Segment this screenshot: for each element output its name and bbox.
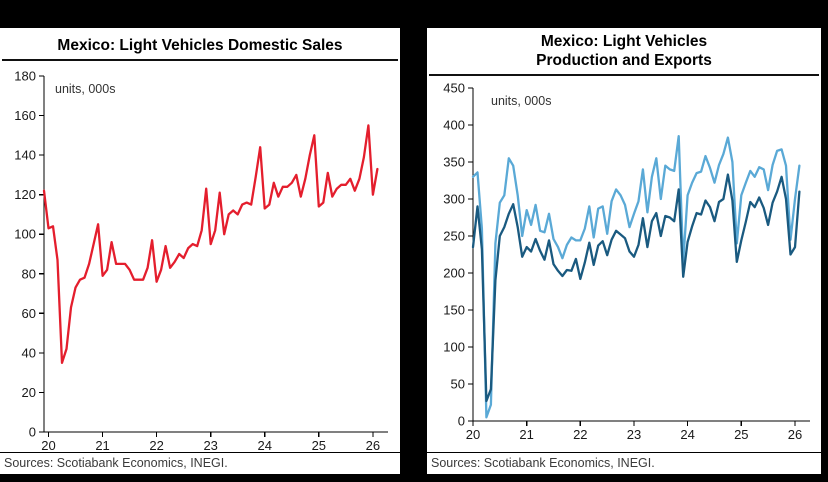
source-credit: Sources: Scotiabank Economics, INEGI. (431, 456, 655, 470)
svg-text:160: 160 (14, 108, 36, 123)
title-rule (2, 59, 398, 61)
production-exports-title-line1: Mexico: Light Vehicles (540, 33, 708, 50)
production-exports-title: Mexico: Light Vehicles Production and Ex… (427, 32, 821, 70)
svg-text:400: 400 (443, 118, 465, 133)
svg-text:25: 25 (734, 427, 748, 442)
svg-text:22: 22 (573, 427, 587, 442)
svg-text:150: 150 (443, 303, 465, 318)
domestic-sales-chart: 0 20 40 60 80 100 120 140 160 180 20 21 22 23 24 25 26 (14, 69, 388, 453)
svg-text:200: 200 (443, 266, 465, 281)
svg-text:20: 20 (466, 427, 480, 442)
svg-text:80: 80 (22, 266, 36, 281)
svg-text:23: 23 (627, 427, 641, 442)
svg-text:25: 25 (312, 438, 326, 453)
units-annotation: units, 000s (491, 94, 552, 108)
svg-text:23: 23 (203, 438, 217, 453)
svg-text:21: 21 (95, 438, 109, 453)
svg-text:450: 450 (443, 81, 465, 96)
svg-text:0: 0 (458, 414, 465, 429)
svg-text:100: 100 (443, 340, 465, 355)
source-rule (427, 451, 821, 453)
svg-text:350: 350 (443, 155, 465, 170)
title-rule (429, 74, 819, 76)
svg-text:300: 300 (443, 192, 465, 207)
svg-text:0: 0 (29, 425, 36, 440)
svg-text:21: 21 (519, 427, 533, 442)
production-exports-chart: 0 50 100 150 200 250 300 350 400 450 20 21 22 23 24 25 2… (443, 81, 810, 442)
svg-text:24: 24 (258, 438, 272, 453)
svg-text:26: 26 (788, 427, 802, 442)
domestic-sales-title-line: Mexico: Light Vehicles Domestic Sales (57, 37, 343, 54)
production-exports-panel: Mexico: Light Vehicles Production and Ex… (427, 28, 821, 474)
units-annotation: units, 000s (55, 82, 116, 96)
svg-text:100: 100 (14, 227, 36, 242)
svg-text:22: 22 (149, 438, 163, 453)
svg-text:140: 140 (14, 148, 36, 163)
svg-text:250: 250 (443, 229, 465, 244)
domestic-sales-title: Mexico: Light Vehicles Domestic Sales (0, 36, 400, 55)
svg-text:60: 60 (22, 306, 36, 321)
svg-text:24: 24 (680, 427, 694, 442)
svg-text:180: 180 (14, 69, 36, 84)
svg-text:40: 40 (22, 345, 36, 360)
source-rule (0, 451, 400, 453)
svg-text:120: 120 (14, 187, 36, 202)
source-credit: Sources: Scotiabank Economics, INEGI. (4, 456, 228, 470)
svg-text:50: 50 (451, 377, 465, 392)
svg-text:20: 20 (41, 438, 55, 453)
svg-text:20: 20 (22, 385, 36, 400)
svg-text:26: 26 (366, 438, 380, 453)
production-exports-title-line2: Production and Exports (536, 52, 712, 69)
